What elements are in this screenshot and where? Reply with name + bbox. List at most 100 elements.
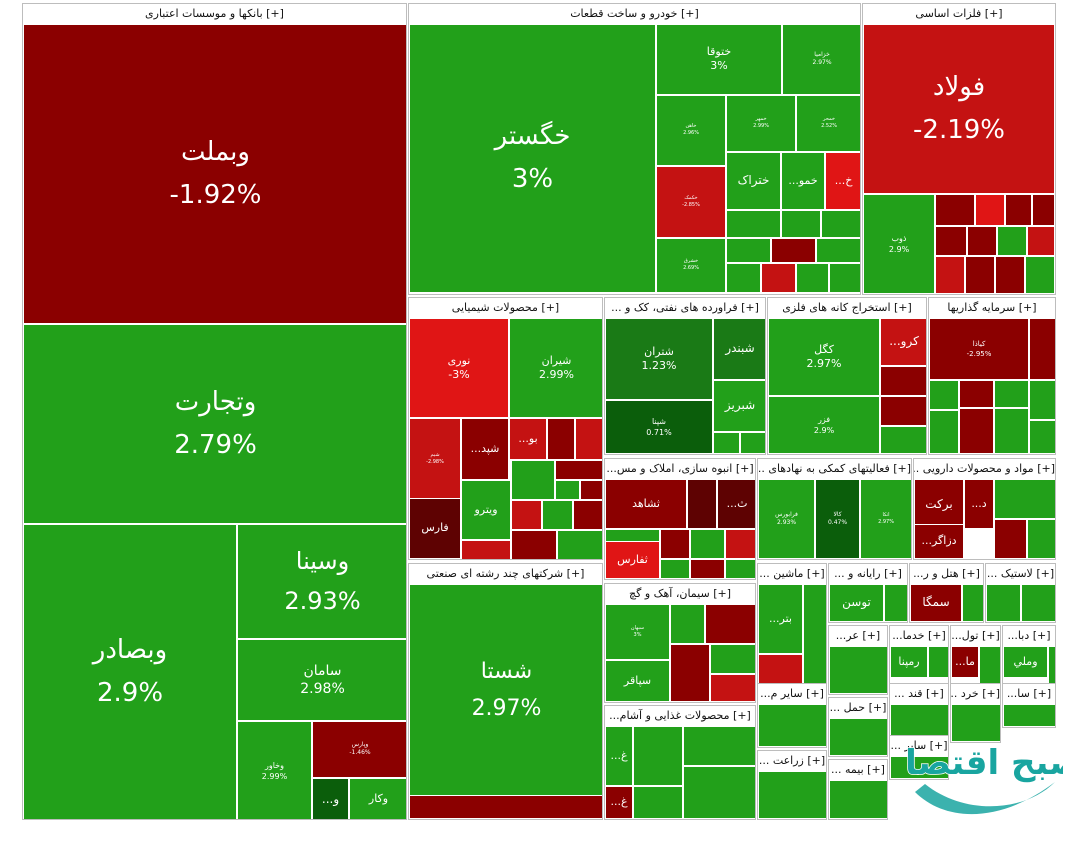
stock-tile[interactable]: وخاور 2.99% — [237, 721, 312, 819]
stock-tile[interactable]: ما... — [951, 646, 979, 678]
stock-tile[interactable]: خ... — [825, 152, 860, 210]
stock-tile[interactable]: وکار — [349, 778, 406, 819]
stock-tile[interactable]: رمپنا — [890, 646, 928, 678]
sector-22[interactable]: [+] حمل ... — [828, 697, 888, 757]
stock-tile[interactable]: وسینا 2.93% — [237, 524, 406, 639]
minor-stock-block[interactable] — [890, 756, 948, 779]
minor-stock-block[interactable] — [725, 559, 755, 579]
stock-tile[interactable]: شبندر — [713, 318, 765, 380]
minor-stock-block[interactable] — [557, 530, 602, 559]
minor-stock-block[interactable] — [705, 604, 755, 644]
minor-stock-block[interactable] — [803, 584, 826, 690]
stock-tile[interactable]: غ... — [605, 786, 633, 819]
sector-title[interactable]: [+] سرمایه گذاریها — [929, 298, 1055, 318]
sector-title[interactable]: [+] استخراج کانه های فلزی — [768, 298, 926, 318]
sector-title[interactable]: [+] فلزات اساسی — [863, 4, 1055, 24]
sector-title[interactable]: [+] انبوه سازی، املاک و مس... — [605, 459, 755, 479]
minor-stock-block[interactable] — [726, 210, 781, 238]
stock-tile[interactable]: دزاگر... — [914, 524, 964, 559]
minor-stock-block[interactable] — [829, 263, 860, 293]
stock-tile[interactable]: کالا 0.47% — [815, 479, 860, 559]
minor-stock-block[interactable] — [1025, 256, 1055, 294]
stock-tile[interactable]: فولاد -2.19% — [863, 24, 1055, 194]
minor-stock-block[interactable] — [687, 479, 717, 529]
minor-stock-block[interactable] — [880, 366, 926, 396]
minor-stock-block[interactable] — [829, 646, 887, 694]
minor-stock-block[interactable] — [994, 479, 1055, 519]
sector-title[interactable]: [+] سا... — [1003, 684, 1055, 704]
sector-12[interactable]: [+] ماشین ... بتر... — [757, 563, 827, 691]
minor-stock-block[interactable] — [1003, 704, 1055, 727]
stock-tile[interactable]: نوری -3% — [409, 318, 509, 418]
minor-stock-block[interactable] — [573, 500, 602, 530]
minor-stock-block[interactable] — [555, 480, 580, 500]
minor-stock-block[interactable] — [929, 410, 959, 454]
sector-2[interactable]: [+] فلزات اساسی فولاد -2.19% ذوب 2.9% — [862, 3, 1056, 295]
minor-stock-block[interactable] — [880, 396, 926, 426]
stock-tile[interactable]: خگستر 3% — [409, 24, 656, 293]
stock-tile[interactable]: سبهان 3% — [605, 604, 670, 660]
stock-tile[interactable]: غ... — [605, 726, 633, 786]
sector-15[interactable]: [+] لاستیک ... — [985, 563, 1056, 623]
minor-stock-block[interactable] — [796, 263, 829, 293]
sector-title[interactable]: [+] ماشین ... — [758, 564, 826, 584]
sector-14[interactable]: [+] هتل و ر... سمگا — [909, 563, 984, 623]
minor-stock-block[interactable] — [829, 718, 887, 756]
stock-tile[interactable]: خمحر 2.52% — [796, 95, 860, 152]
minor-stock-block[interactable] — [994, 408, 1029, 454]
minor-stock-block[interactable] — [951, 704, 1000, 742]
sector-title[interactable]: [+] تول... — [951, 626, 1000, 646]
minor-stock-block[interactable] — [935, 226, 967, 256]
stock-tile[interactable]: د... — [964, 479, 994, 529]
minor-stock-block[interactable] — [740, 432, 765, 454]
minor-stock-block[interactable] — [781, 210, 821, 238]
sector-11[interactable]: [+] سیمان، آهک و گچ سبهان 3% سپاقر — [604, 583, 756, 703]
stock-tile[interactable]: کیاذا -2.95% — [929, 318, 1029, 380]
minor-stock-block[interactable] — [997, 226, 1027, 256]
sector-24[interactable]: [+] خرد ... — [950, 683, 1001, 743]
stock-tile[interactable]: شپنا 0.71% — [605, 400, 713, 454]
stock-tile[interactable]: وبصادر 2.9% — [23, 524, 237, 819]
minor-stock-block[interactable] — [683, 726, 755, 766]
sector-13[interactable]: [+] رایانه و ... توسن — [828, 563, 908, 623]
minor-stock-block[interactable] — [547, 418, 575, 460]
stock-tile[interactable]: فارس — [409, 498, 461, 559]
minor-stock-block[interactable] — [1021, 584, 1055, 622]
stock-tile[interactable]: سپاقر — [605, 660, 670, 702]
stock-tile[interactable]: ث... — [717, 479, 755, 529]
stock-tile[interactable]: وملي — [1003, 646, 1048, 678]
sector-5[interactable]: [+] استخراج کانه های فلزی کگل 2.97% کرو... ف… — [767, 297, 927, 455]
stock-tile[interactable]: ختوقا 3% — [656, 24, 782, 95]
stock-tile[interactable]: خزامیا 2.97% — [782, 24, 860, 95]
minor-stock-block[interactable] — [1029, 420, 1055, 454]
minor-stock-block[interactable] — [555, 460, 602, 480]
minor-stock-block[interactable] — [1027, 519, 1055, 559]
stock-tile[interactable]: خکمک -2.85% — [656, 166, 726, 238]
minor-stock-block[interactable] — [994, 380, 1029, 408]
sector-27[interactable]: [+] زراعت ... — [757, 750, 827, 820]
sector-title[interactable]: [+] بیمه ... — [829, 760, 887, 780]
sector-title[interactable]: [+] محصولات شیمیایی — [409, 298, 602, 318]
sector-title[interactable]: [+] مواد و محصولات دارویی ... — [914, 459, 1055, 479]
minor-stock-block[interactable] — [575, 418, 602, 460]
stock-tile[interactable]: ثشاهد — [605, 479, 687, 529]
minor-stock-block[interactable] — [713, 432, 740, 454]
minor-stock-block[interactable] — [660, 529, 690, 559]
sector-title[interactable]: [+] رایانه و ... — [829, 564, 907, 584]
minor-stock-block[interactable] — [758, 771, 826, 819]
sector-26[interactable]: [+] سایر ... — [889, 735, 949, 780]
minor-stock-block[interactable] — [670, 604, 705, 644]
sector-16[interactable]: [+] محصولات غذایی و آشام... غ... غ... — [604, 705, 756, 820]
minor-stock-block[interactable] — [580, 480, 602, 500]
minor-stock-block[interactable] — [1029, 318, 1055, 380]
stock-tile[interactable]: وتجارت 2.79% — [23, 324, 406, 524]
minor-stock-block[interactable] — [710, 644, 755, 674]
sector-25[interactable]: [+] سا... — [1002, 683, 1056, 728]
minor-stock-block[interactable] — [511, 460, 555, 500]
sector-title[interactable]: [+] فراورده های نفتی، کک و ... — [605, 298, 765, 318]
minor-stock-block[interactable] — [511, 530, 557, 559]
minor-stock-block[interactable] — [995, 256, 1025, 294]
stock-tile[interactable]: توسن — [829, 584, 884, 622]
minor-stock-block[interactable] — [683, 766, 755, 819]
stock-tile[interactable]: فزر 2.9% — [768, 396, 880, 454]
